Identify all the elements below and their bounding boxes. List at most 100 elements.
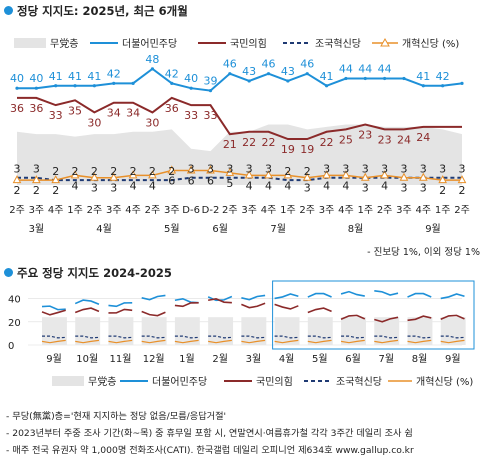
x-tick-label: 9월 — [46, 353, 62, 365]
footnote-1: - 무당(無黨)층='현재 지지하는 정당 없음/모름/응답거절' — [6, 411, 227, 422]
point-reform — [283, 170, 293, 179]
point-reform — [148, 170, 157, 179]
data-label-reform: 4 — [149, 179, 156, 192]
month-label: 9월 — [425, 223, 441, 235]
data-label-reform: 3 — [304, 182, 311, 195]
series-line-dem — [274, 293, 299, 300]
data-label-dem: 46 — [262, 58, 276, 71]
data-label-dem: 41 — [49, 70, 63, 83]
data-label-ppp: 19 — [300, 143, 314, 156]
data-label-rebuild: 2 — [72, 165, 79, 178]
data-label-rebuild: 3 — [265, 163, 272, 176]
series-line-rebuild — [108, 335, 133, 339]
data-label-reform: 4 — [265, 179, 272, 192]
x-tick-label: 2월 — [212, 353, 228, 365]
data-label-ppp: 23 — [378, 133, 392, 146]
x-tick-label: 1월 — [179, 353, 195, 365]
series-line-reform — [141, 339, 166, 344]
point-dem — [460, 81, 464, 85]
point-reform — [51, 175, 61, 184]
point-dem — [54, 84, 58, 88]
legend-label-reform: 개혁신당 (%) — [402, 38, 459, 50]
legend-label-ppp: 국민의힘 — [256, 376, 293, 388]
data-label-ppp: 24 — [397, 133, 411, 146]
x-tick-label: 8월 — [412, 353, 428, 365]
series-line-ppp — [307, 307, 332, 314]
data-label-ppp: 36 — [29, 102, 43, 115]
data-label-ppp: 33 — [184, 109, 198, 122]
x-tick-label: 2주 — [9, 205, 25, 216]
series-line-dem — [41, 305, 66, 311]
data-label-rebuild: 2 — [284, 165, 291, 178]
data-label-reform: 2 — [14, 184, 21, 197]
data-label-reform: 6 — [168, 174, 175, 187]
series-line-reform — [41, 339, 66, 344]
data-label-reform: 3 — [91, 182, 98, 195]
data-label-rebuild: 3 — [246, 163, 253, 176]
point-dem — [402, 76, 406, 81]
data-label-reform: 3 — [362, 182, 369, 195]
x-tick-label: 1주 — [435, 205, 451, 216]
data-label-ppp: 25 — [339, 133, 353, 146]
x-tick-label: 3주 — [319, 205, 335, 216]
point-dem — [266, 72, 271, 76]
data-label-dem: 39 — [203, 75, 217, 88]
data-label-ppp: 34 — [107, 107, 121, 120]
series-line-ppp — [241, 302, 266, 309]
x-tick-label: 6월 — [345, 353, 361, 365]
x-tick-label: 3주 — [29, 205, 45, 216]
month-label: 4월 — [96, 223, 112, 235]
series-line-ppp — [374, 316, 399, 323]
data-label-rebuild: 3 — [381, 163, 388, 176]
data-label-dem: 43 — [242, 65, 256, 78]
data-label-dem: 41 — [320, 70, 334, 83]
series-line-dem — [407, 292, 432, 298]
data-label-reform: 6 — [188, 174, 195, 187]
x-tick-label: 3주 — [241, 205, 257, 216]
point-dem — [441, 84, 445, 88]
series-line-dem — [340, 290, 365, 297]
data-label-rebuild: 3 — [439, 163, 446, 176]
series-line-dem — [141, 294, 166, 301]
x-tick-label: 12월 — [143, 353, 165, 365]
legend-label-dem: 더불어민주당 — [152, 376, 207, 388]
data-label-dem: 46 — [223, 58, 237, 71]
data-label-ppp: 22 — [262, 136, 276, 149]
data-label-dem: 46 — [300, 58, 314, 71]
point-reform — [322, 170, 331, 179]
x-tick-label: 11월 — [109, 353, 131, 365]
data-label-ppp: 19 — [281, 143, 295, 156]
series-line-ppp — [440, 314, 465, 320]
data-label-dem: 42 — [107, 67, 121, 80]
data-label-dem: 42 — [436, 70, 450, 83]
point-reform — [457, 175, 467, 184]
point-reform — [225, 167, 235, 176]
series-line-dem — [307, 292, 332, 298]
data-label-rebuild: 3 — [400, 163, 407, 176]
series-line-reform — [407, 339, 432, 344]
data-label-dem: 40 — [184, 72, 198, 85]
data-label-dem: 41 — [87, 70, 101, 83]
series-line-rebuild — [41, 335, 66, 339]
data-label-reform: 4 — [130, 179, 137, 192]
data-label-rebuild: 3 — [33, 163, 40, 176]
month-label: 6월 — [212, 223, 228, 235]
chart-title-bottom: 주요 정당 지지도 2024-2025 — [4, 265, 172, 281]
legend-label-nonparty: 무党층 — [50, 37, 78, 50]
legend-swatch-nonparty — [14, 38, 46, 48]
data-label-reform: 4 — [323, 179, 330, 192]
x-tick-label: 2주 — [377, 205, 393, 216]
data-label-dem: 42 — [165, 67, 179, 80]
data-label-reform: 3 — [420, 182, 427, 195]
point-dem — [112, 81, 116, 85]
point-dem — [189, 86, 193, 90]
series-area-nonparty — [17, 124, 462, 185]
data-label-rebuild: 2 — [130, 165, 137, 178]
data-label-dem: 44 — [339, 63, 353, 76]
x-tick-label: 4주 — [261, 205, 277, 216]
x-tick-label: 3주 — [164, 205, 180, 216]
y-tick-label: 40 — [8, 295, 21, 306]
chart-title-top: 정당 지지도: 2025년, 최근 6개월 — [4, 3, 188, 19]
series-line-dem — [74, 299, 100, 306]
x-tick-label: D-6 — [182, 205, 200, 216]
